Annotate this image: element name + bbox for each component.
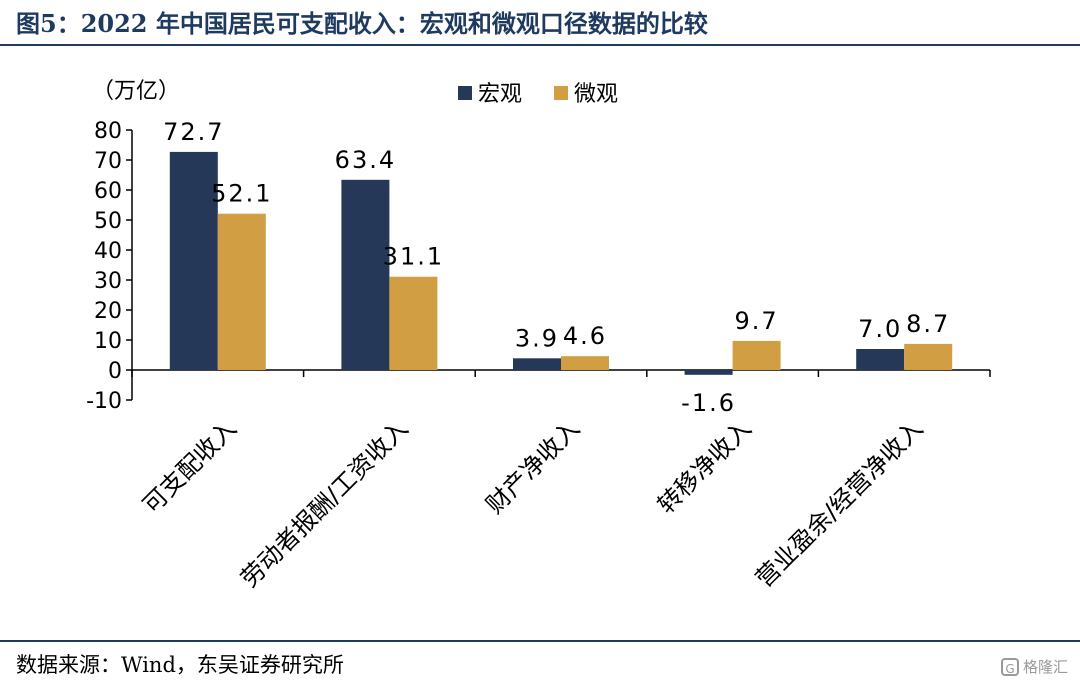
bar — [856, 349, 905, 370]
x-category-label: 劳动者报酬/工资收入 — [235, 414, 413, 592]
bar — [341, 179, 390, 370]
figure-title: 图5：2022 年中国居民可支配收入：宏观和微观口径数据的比较 — [16, 9, 708, 38]
y-tick-label: 30 — [94, 269, 122, 294]
y-tick-label: 40 — [94, 239, 122, 264]
data-label: 8.7 — [906, 310, 950, 338]
bar-chart: （万亿） 宏观 微观 80 70 60 50 40 30 20 10 0 -10 可支配收入劳动者报… — [86, 79, 991, 593]
data-label: 7.0 — [858, 315, 902, 343]
y-tick-label: 0 — [108, 359, 122, 384]
data-label: 4.6 — [563, 322, 607, 350]
y-axis-unit-label: （万亿） — [92, 79, 180, 104]
bar — [561, 356, 609, 370]
bar — [169, 151, 218, 370]
y-tick-label: 80 — [94, 119, 122, 144]
data-label: -1.6 — [681, 389, 736, 417]
legend-swatch — [554, 86, 568, 100]
bar — [217, 213, 266, 370]
y-tick-label: 70 — [94, 149, 122, 174]
y-tick-label: 20 — [94, 299, 122, 324]
y-tick-label: 50 — [94, 209, 122, 234]
legend-swatch — [458, 86, 472, 100]
data-label: 31.1 — [383, 243, 444, 271]
data-labels: 72.7 63.4 3.9 -1.6 7.0 52.1 31.1 4.6 9.7 8.7 — [163, 118, 950, 417]
chart-legend: 宏观 微观 — [458, 82, 618, 107]
bar — [684, 370, 733, 375]
title-divider — [0, 44, 1080, 46]
x-category-label: 财产净收入 — [481, 414, 586, 519]
y-tick-label: -10 — [86, 389, 122, 414]
y-tick-label: 10 — [94, 329, 122, 354]
bar — [513, 358, 561, 370]
legend-label: 微观 — [574, 82, 618, 107]
watermark-logo-icon: G — [1000, 658, 1019, 676]
footer-divider — [0, 640, 1080, 642]
data-label: 52.1 — [211, 180, 272, 208]
bar — [732, 340, 781, 370]
y-tick-label: 60 — [94, 179, 122, 204]
source-note: 数据来源：Wind，东吴证券研究所 — [16, 653, 344, 677]
data-label: 72.7 — [163, 118, 224, 146]
bar — [389, 276, 438, 370]
data-label: 3.9 — [515, 324, 559, 352]
legend-label: 宏观 — [478, 82, 522, 107]
x-category-label: 转移净收入 — [652, 414, 757, 519]
data-label: 9.7 — [735, 307, 779, 335]
y-axis: 80 70 60 50 40 30 20 10 0 -10 — [86, 119, 133, 414]
x-category-label: 可支配收入 — [137, 414, 242, 519]
data-label: 63.4 — [335, 146, 396, 174]
bar-series — [169, 151, 953, 375]
watermark-text: 格隆汇 — [1022, 658, 1068, 676]
x-category-label: 营业盈余/经营净收入 — [750, 414, 928, 592]
watermark: G 格隆汇 — [1000, 654, 1068, 680]
bar — [904, 343, 953, 370]
